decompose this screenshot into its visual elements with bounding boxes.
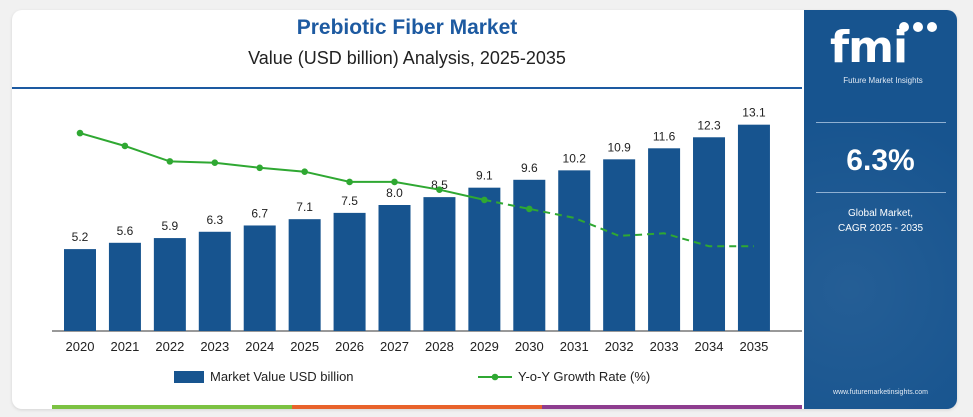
bar-label-2033: 11.6 xyxy=(653,129,676,143)
bar-2024 xyxy=(243,225,276,331)
x-tick-2025: 2025 xyxy=(290,339,319,354)
bar-2026 xyxy=(333,212,366,331)
bar-label-2023: 6.3 xyxy=(206,213,223,227)
growth-point-2028 xyxy=(436,186,443,193)
growth-point-2024 xyxy=(256,164,264,172)
chart-title: Prebiotic Fiber Market xyxy=(296,16,518,39)
growth-point-2026 xyxy=(346,178,353,186)
bar-2030 xyxy=(513,179,546,331)
growth-point-2027 xyxy=(391,178,398,186)
x-tick-2021: 2021 xyxy=(110,339,139,354)
bar-2031 xyxy=(558,170,591,331)
bar-2034 xyxy=(693,137,726,331)
bar-label-2031: 10.2 xyxy=(563,151,587,165)
bar-label-2032: 10.9 xyxy=(607,140,631,154)
side-panel: fmi Future Market Insights 6.3% Global M… xyxy=(804,10,957,409)
chart-subtitle: Value (USD billion) Analysis, 2025-2035 xyxy=(248,48,566,68)
bar-label-2025: 7.1 xyxy=(296,200,313,214)
cagr-label: Global Market, CAGR 2025 - 2035 xyxy=(804,206,957,236)
bar-2032 xyxy=(603,159,636,331)
x-tick-2020: 2020 xyxy=(66,339,95,354)
legend-bar-label: Market Value USD billion xyxy=(210,369,354,384)
bar-2022 xyxy=(153,238,186,331)
x-tick-2029: 2029 xyxy=(470,339,499,354)
market-chart: 5.2 2020 5.6 2021 5.9 2022 6.3 2023 6.7 2024 7.1 20… xyxy=(52,106,802,384)
bar-2021 xyxy=(108,242,141,331)
bar-label-2020: 5.2 xyxy=(72,230,89,244)
growth-point-2029 xyxy=(481,196,488,204)
legend-bar-swatch xyxy=(174,371,204,383)
cagr-label-line1: Global Market, xyxy=(847,208,914,219)
growth-point-2022 xyxy=(166,158,174,165)
growth-point-2021 xyxy=(121,142,129,150)
brand-logo: fmi xyxy=(830,22,908,73)
bar-label-2034: 12.3 xyxy=(697,118,721,132)
bar-label-2035: 13.1 xyxy=(742,106,766,120)
x-tick-2033: 2033 xyxy=(650,339,679,354)
website-url: www.futuremarketinsights.com xyxy=(833,389,928,396)
legend-line-marker xyxy=(491,373,499,381)
x-tick-2035: 2035 xyxy=(739,339,768,354)
growth-point-2023 xyxy=(211,159,219,166)
x-tick-2027: 2027 xyxy=(380,339,409,354)
bar-2028 xyxy=(423,197,456,331)
bar-2027 xyxy=(378,205,411,331)
x-tick-2032: 2032 xyxy=(605,339,634,354)
chart-card: Prebiotic Fiber Market Value (USD billio… xyxy=(12,10,957,409)
bar-label-2029: 9.1 xyxy=(476,169,493,183)
header-divider xyxy=(12,87,802,89)
bar-2029 xyxy=(468,187,501,331)
bottom-accent-orange xyxy=(292,405,542,409)
growth-point-2025 xyxy=(301,168,308,175)
growth-line-solid xyxy=(79,132,485,201)
bar-label-2027: 8.0 xyxy=(386,186,403,200)
cagr-value: 6.3% xyxy=(846,144,915,177)
x-tick-2022: 2022 xyxy=(155,339,184,354)
bottom-accent-green xyxy=(52,405,292,409)
cagr-label-line2: CAGR 2025 - 2035 xyxy=(837,223,924,234)
x-tick-2031: 2031 xyxy=(560,339,589,354)
bar-2023 xyxy=(198,231,231,331)
x-tick-2030: 2030 xyxy=(515,339,544,354)
growth-point-2030 xyxy=(526,205,533,213)
panel-divider-top xyxy=(816,122,946,123)
x-tick-2024: 2024 xyxy=(245,339,274,354)
bar-2020 xyxy=(64,249,96,331)
x-tick-2034: 2034 xyxy=(695,339,724,354)
brand-subtitle: Future Market Insights xyxy=(843,76,923,85)
logo-icons xyxy=(899,22,937,32)
bar-label-2021: 5.6 xyxy=(117,224,134,238)
bar-2035 xyxy=(737,124,770,331)
growth-point-2020 xyxy=(76,129,84,137)
x-tick-2023: 2023 xyxy=(200,339,229,354)
bar-label-2022: 5.9 xyxy=(162,219,179,233)
x-tick-2028: 2028 xyxy=(425,339,454,354)
bottom-accent-purple xyxy=(542,405,802,409)
panel-divider-middle xyxy=(816,192,946,193)
bar-2025 xyxy=(288,219,321,331)
x-tick-2026: 2026 xyxy=(335,339,364,354)
bar-label-2026: 7.5 xyxy=(341,194,358,208)
bar-2033 xyxy=(648,148,681,331)
bar-label-2030: 9.6 xyxy=(521,161,538,175)
bar-label-2024: 6.7 xyxy=(251,206,268,220)
legend-line-label: Y-o-Y Growth Rate (%) xyxy=(518,369,650,384)
growth-line-dashed xyxy=(484,198,754,248)
